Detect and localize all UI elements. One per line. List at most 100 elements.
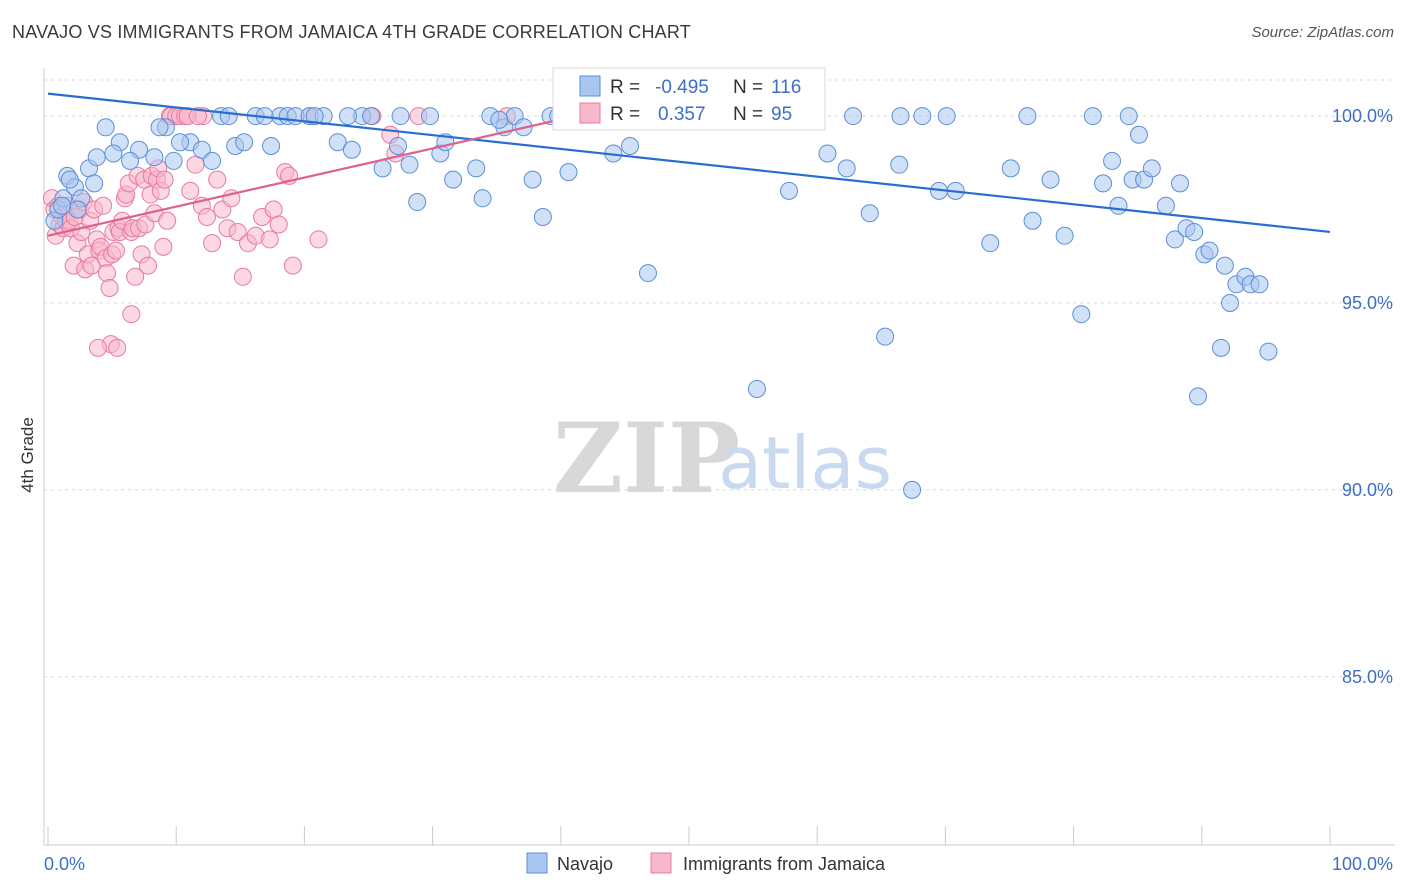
navajo-point [68,200,87,219]
navajo-point [1083,107,1102,126]
navajo-point [1023,211,1042,230]
navajo-point [1001,159,1020,178]
navajo-point [96,118,115,137]
jamaica-point [264,200,283,219]
navajo-point [523,170,542,189]
navajo-point [891,107,910,126]
jamaica-point [197,208,216,226]
jamaica-point [108,338,127,357]
watermark-atlas: atlas [718,421,892,505]
navajo-point [473,189,492,208]
navajo-point [467,159,486,178]
navajo-point [1109,196,1128,215]
jamaica-point [233,267,252,286]
stats-jamaica-n-value: 95 [771,104,792,125]
legend-jamaica-label: Immigrants from Jamaica [683,854,886,874]
navajo-point [860,204,879,223]
navajo-point [913,107,932,126]
navajo-point [1055,226,1074,245]
navajo-point [305,107,324,126]
jamaica-point [181,181,200,200]
jamaica-point [283,256,302,275]
navajo-point [171,133,190,152]
navajo-point [262,136,281,155]
jamaica-point [155,170,174,189]
y-tick-label: 90.0% [1342,480,1393,500]
stats-navajo-swatch [579,75,601,97]
jamaica-point [154,237,173,256]
navajo-point [391,107,410,126]
navajo-point [388,136,407,155]
navajo-point [490,110,509,129]
jamaica-point [309,230,328,249]
x-tick-label-min: 0.0% [44,854,85,874]
navajo-point [1165,230,1184,249]
navajo-point [150,118,169,137]
jamaica-point [208,170,227,189]
jamaica-point [269,215,288,234]
jamaica-point [126,267,145,286]
navajo-point [373,159,392,178]
chart-title: NAVAJO VS IMMIGRANTS FROM JAMAICA 4TH GR… [12,22,691,42]
navajo-point [779,181,798,200]
jamaica-point [88,338,107,357]
jamaica-point [138,256,157,275]
jamaica-point [100,279,119,298]
y-tick-label: 100.0% [1332,106,1393,126]
navajo-point [1250,275,1269,294]
navajo-point [903,480,922,499]
jamaica-point [260,230,279,249]
stats-jamaica-n-label: N = [733,104,763,125]
navajo-point [164,151,183,170]
jamaica-point [228,222,247,241]
navajo-point [328,133,347,152]
navajo-point [890,155,909,174]
navajo-point [1188,387,1207,406]
legend-navajo-label: Navajo [557,854,613,874]
navajo-point [1215,256,1234,275]
jamaica-point [122,305,141,324]
x-tick-label-max: 100.0% [1332,854,1393,874]
navajo-point [1072,305,1091,324]
navajo-point [421,107,440,126]
navajo-point [1259,342,1278,361]
navajo-point [1171,174,1190,193]
navajo-point [1221,293,1240,312]
navajo-point [444,170,463,189]
navajo-point [1094,174,1113,193]
navajo-point [1185,222,1204,241]
stats-jamaica-swatch [579,102,601,124]
navajo-point [1212,338,1231,357]
navajo-point [85,174,104,193]
navajo-point [145,148,164,167]
navajo-point [1119,107,1138,126]
y-tick-label: 85.0% [1342,667,1393,687]
navajo-point [60,170,79,189]
stats-jamaica-r-value: 0.357 [658,104,706,125]
navajo-point [342,140,361,159]
gridlines [44,79,1395,678]
navajo-point [844,107,863,126]
stats-box: R = -0.495 N = 116 R = 0.357 N = 95 [552,67,826,131]
series-jamaica-points [42,107,516,357]
navajo-point [400,155,419,174]
navajo-point [1129,125,1148,144]
navajo-point [219,107,238,126]
jamaica-point [94,196,113,215]
navajo-point [1142,159,1161,178]
jamaica-point [82,256,101,275]
stats-navajo-r-value: -0.495 [655,77,709,98]
watermark: ZIP atlas [553,402,892,515]
source-credit: Source: ZipAtlas.com [1251,24,1394,41]
navajo-point [1200,241,1219,260]
navajo-point [876,327,895,346]
y-tick-labels: 100.0% 95.0% 90.0% 85.0% [1332,106,1393,687]
navajo-point [559,163,578,182]
stats-navajo-r-label: R = [610,77,640,98]
navajo-point [408,193,427,212]
navajo-point [981,234,1000,253]
navajo-point [121,151,140,170]
jamaica-trend-line [47,103,626,237]
navajo-point [747,379,766,398]
